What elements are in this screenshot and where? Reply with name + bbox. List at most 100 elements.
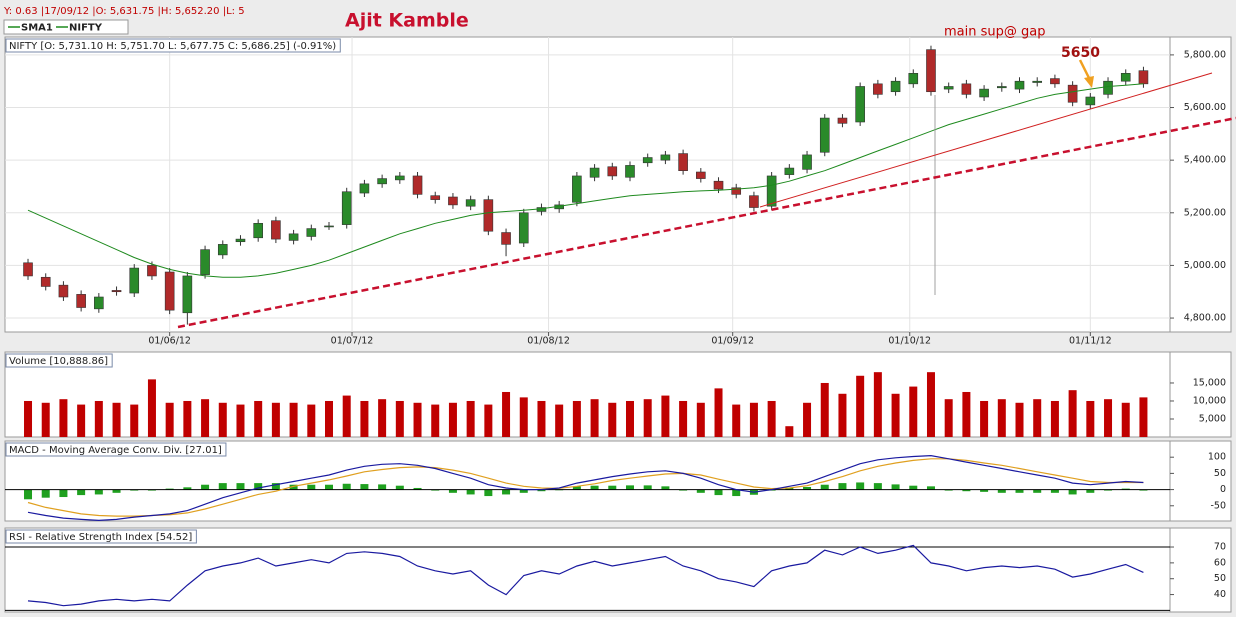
volume-bar [289, 402, 298, 437]
volume-bar [1050, 400, 1059, 437]
candle-body [76, 294, 86, 308]
candle-body [40, 276, 51, 287]
candle-body [94, 296, 104, 310]
candle-body [908, 73, 919, 85]
axis-strip [1169, 36, 1232, 333]
candle-body [731, 187, 742, 195]
candle-body [324, 225, 334, 228]
arrow-head [1084, 76, 1094, 88]
candle-body [271, 220, 281, 240]
candle-body [217, 244, 228, 256]
arrow [1078, 59, 1091, 79]
y-tick-label: 0 [1220, 484, 1226, 495]
annotation: 5650 [1061, 45, 1100, 61]
volume-bar [448, 402, 457, 437]
macd-histogram [289, 484, 298, 490]
macd-histogram [891, 484, 900, 490]
volume-bar [537, 400, 546, 437]
candle-body [518, 212, 529, 244]
macd-histogram [360, 484, 369, 490]
panel [4, 527, 1171, 613]
panel-label-box [5, 353, 113, 368]
volume-bar [749, 402, 758, 437]
candle-body [766, 175, 777, 207]
macd-histogram [625, 485, 634, 490]
macd-histogram [24, 489, 33, 500]
volume-bar [1033, 399, 1042, 437]
volume-bar [873, 372, 882, 437]
x-tick-label: 01/08/12 [527, 336, 570, 347]
axis-strip [1169, 527, 1232, 613]
y-tick-label: 4,800.00 [1184, 313, 1226, 324]
candle-body [855, 86, 865, 123]
candle-body [164, 271, 175, 311]
candle-body [802, 154, 812, 170]
candle-body [713, 180, 724, 190]
panel-label-box [5, 529, 197, 544]
macd-histogram [926, 486, 935, 490]
candle-body [395, 175, 405, 181]
candle-body [837, 117, 848, 124]
volume-bar [767, 400, 776, 437]
y-tick-label: 70 [1214, 542, 1226, 553]
candle-body [23, 262, 33, 277]
candle-body [341, 191, 352, 225]
macd-histogram [254, 483, 263, 490]
macd-histogram [201, 484, 210, 490]
y-tick-label: 5,600.00 [1184, 102, 1226, 113]
volume-bar [378, 399, 387, 437]
volume-bar [926, 372, 935, 437]
candle-body [235, 238, 246, 243]
macd-histogram [572, 486, 581, 490]
y-tick-label: 60 [1214, 557, 1226, 568]
candle-body [873, 83, 883, 95]
panel-label: MACD - Moving Average Conv. Div. [27.01] [9, 445, 222, 456]
volume-bar [77, 404, 86, 437]
candle-body [465, 199, 476, 207]
volume-bar [271, 402, 280, 437]
candle-body [182, 275, 193, 314]
macd-histogram [307, 484, 316, 490]
candle-body [448, 196, 458, 206]
volume-bar [94, 400, 103, 437]
candle-body [678, 153, 688, 171]
overlay: SMA1 NIFTY Ajit Kamble main sup@ gap 565… [3, 10, 1236, 329]
macd-histogram [856, 482, 865, 490]
candle-body [749, 195, 759, 208]
macd-histogram [838, 483, 847, 490]
macd-line [27, 454, 1144, 522]
sma-line [27, 83, 1144, 278]
volume-bar [201, 399, 210, 437]
support-trendline [177, 116, 1236, 329]
macd-histogram [484, 489, 493, 497]
macd-histogram [732, 489, 741, 497]
macd-histogram [395, 485, 404, 490]
candle-body [926, 49, 936, 93]
candle-body [1032, 80, 1043, 83]
volume-bar [1104, 399, 1113, 437]
x-tick-label: 01/09/12 [711, 336, 754, 347]
x-tick-label: 01/07/12 [331, 336, 374, 347]
header-info: Y: 0.63 |17/09/12 |O: 5,631.75 |H: 5,652… [3, 6, 245, 17]
macd-histogram [537, 489, 546, 492]
macd-histogram [77, 489, 86, 496]
candle-body [1138, 70, 1149, 85]
volume-bar [307, 404, 316, 437]
macd-histogram [271, 483, 280, 490]
candle-body [359, 183, 370, 194]
volume-bar [24, 400, 33, 437]
volume-bar [183, 400, 192, 437]
chart-title: Ajit Kamble [345, 10, 469, 32]
volume-bar [360, 400, 369, 437]
candle-body [412, 175, 423, 195]
y-tick-label: 5,800.00 [1184, 49, 1226, 60]
macd-histogram [997, 489, 1006, 493]
y-tick-label: -50 [1210, 500, 1226, 511]
volume-bar [147, 379, 156, 437]
candle-body [819, 117, 830, 153]
macd-histogram [1068, 489, 1077, 495]
volume-bar [165, 402, 174, 437]
x-tick-label: 01/06/12 [148, 336, 191, 347]
volume-bar [661, 395, 670, 437]
volume-bar [820, 382, 829, 437]
